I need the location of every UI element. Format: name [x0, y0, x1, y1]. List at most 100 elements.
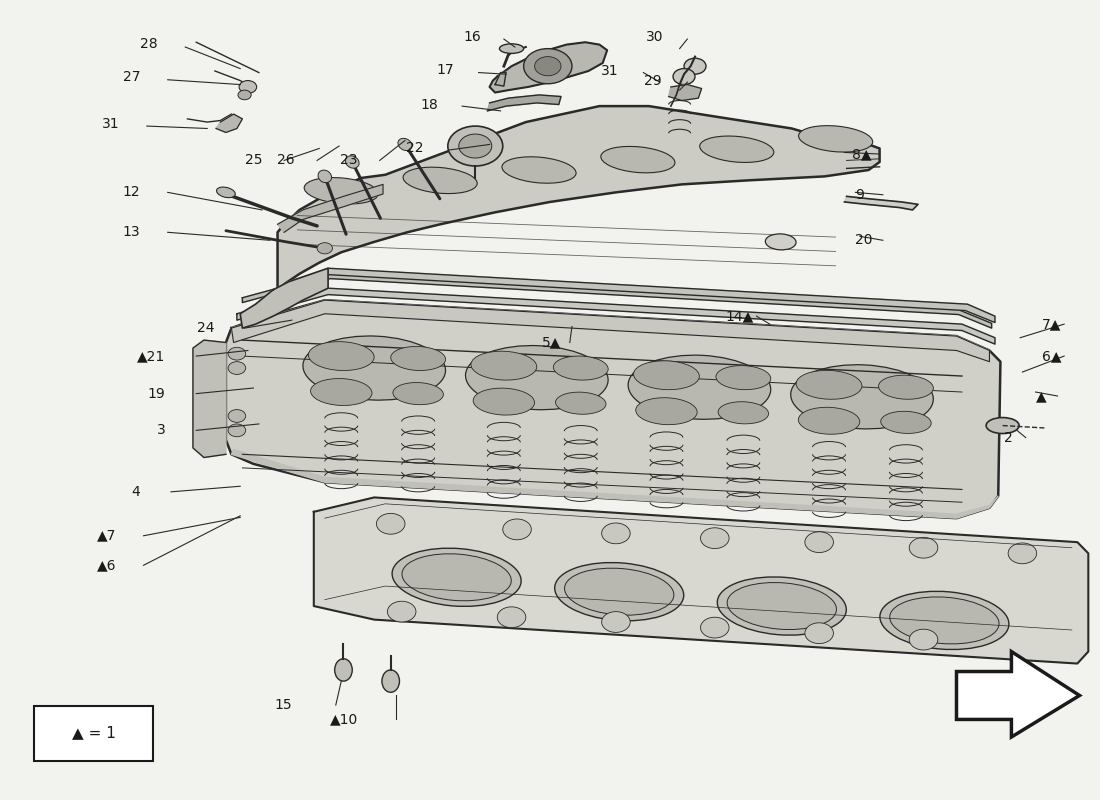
Ellipse shape [636, 398, 697, 425]
Ellipse shape [634, 361, 700, 390]
Ellipse shape [471, 351, 537, 380]
Ellipse shape [398, 138, 412, 150]
Polygon shape [216, 114, 242, 133]
Ellipse shape [799, 407, 860, 434]
Polygon shape [845, 196, 918, 210]
Circle shape [684, 58, 706, 74]
Text: 13: 13 [122, 226, 140, 239]
Text: 22: 22 [406, 142, 424, 155]
Ellipse shape [393, 382, 443, 405]
Ellipse shape [465, 346, 608, 410]
Circle shape [238, 90, 251, 100]
Text: 20: 20 [856, 234, 873, 247]
Text: 18: 18 [420, 98, 438, 111]
Text: 14▲: 14▲ [726, 309, 754, 323]
Polygon shape [280, 268, 994, 322]
Text: 6▲: 6▲ [1042, 349, 1062, 363]
Ellipse shape [390, 346, 446, 370]
Circle shape [459, 134, 492, 158]
Text: 23: 23 [340, 154, 358, 167]
Circle shape [228, 410, 245, 422]
Text: 19: 19 [147, 386, 165, 401]
Polygon shape [487, 95, 561, 111]
Ellipse shape [791, 365, 933, 429]
Text: 2: 2 [1003, 430, 1012, 445]
Polygon shape [231, 300, 989, 362]
Text: 5▲: 5▲ [542, 335, 562, 350]
Text: ▲: ▲ [1035, 389, 1046, 403]
Ellipse shape [334, 658, 352, 681]
Polygon shape [314, 498, 1088, 663]
Ellipse shape [700, 136, 773, 162]
Text: 30: 30 [646, 30, 663, 44]
Text: ▲7: ▲7 [97, 529, 116, 542]
Ellipse shape [890, 597, 999, 644]
Text: 31: 31 [101, 118, 119, 131]
Ellipse shape [403, 167, 477, 194]
Ellipse shape [318, 170, 331, 182]
Circle shape [503, 519, 531, 540]
Ellipse shape [556, 392, 606, 414]
Text: 24: 24 [197, 321, 215, 335]
Polygon shape [242, 274, 991, 328]
Ellipse shape [796, 370, 862, 399]
Text: 27: 27 [123, 70, 140, 84]
Polygon shape [277, 184, 383, 232]
Circle shape [701, 528, 729, 549]
Polygon shape [226, 300, 1000, 518]
Ellipse shape [402, 554, 512, 601]
Polygon shape [231, 450, 998, 518]
Ellipse shape [799, 126, 872, 152]
Circle shape [701, 618, 729, 638]
Ellipse shape [553, 356, 608, 380]
Polygon shape [277, 106, 880, 292]
Text: ▲ = 1: ▲ = 1 [73, 726, 116, 741]
Text: ▲10: ▲10 [330, 713, 358, 726]
Circle shape [228, 362, 245, 374]
Circle shape [910, 630, 938, 650]
Text: 16: 16 [463, 30, 481, 44]
Polygon shape [957, 651, 1079, 737]
Text: 8▲: 8▲ [852, 147, 871, 161]
Ellipse shape [554, 562, 684, 621]
Ellipse shape [310, 378, 372, 406]
Ellipse shape [473, 388, 535, 415]
Circle shape [910, 538, 938, 558]
Text: 17: 17 [437, 63, 454, 77]
Circle shape [524, 49, 572, 84]
Polygon shape [495, 73, 506, 86]
Text: 12: 12 [122, 186, 140, 199]
Circle shape [387, 602, 416, 622]
Text: 7▲: 7▲ [1042, 317, 1062, 331]
Ellipse shape [716, 366, 771, 390]
Ellipse shape [217, 187, 235, 198]
Ellipse shape [880, 591, 1009, 650]
Text: 26: 26 [277, 154, 295, 167]
Text: ▲21: ▲21 [138, 349, 165, 363]
Ellipse shape [302, 336, 446, 400]
Text: 29: 29 [645, 74, 662, 87]
Text: 31: 31 [601, 64, 618, 78]
Polygon shape [669, 85, 702, 101]
Circle shape [448, 126, 503, 166]
Ellipse shape [717, 577, 846, 635]
Circle shape [602, 523, 630, 544]
Circle shape [805, 532, 834, 553]
Text: 25: 25 [244, 154, 262, 167]
Ellipse shape [392, 548, 521, 606]
Ellipse shape [382, 670, 399, 692]
Text: 15: 15 [274, 698, 292, 712]
Polygon shape [490, 42, 607, 93]
Ellipse shape [879, 375, 934, 399]
Circle shape [602, 612, 630, 632]
Circle shape [535, 57, 561, 76]
Polygon shape [240, 268, 328, 328]
Circle shape [1008, 543, 1036, 564]
Circle shape [228, 424, 245, 437]
Text: 4: 4 [132, 485, 140, 499]
Ellipse shape [766, 234, 796, 250]
Ellipse shape [305, 178, 378, 204]
Polygon shape [236, 288, 994, 344]
Circle shape [805, 623, 834, 643]
Ellipse shape [564, 568, 674, 615]
